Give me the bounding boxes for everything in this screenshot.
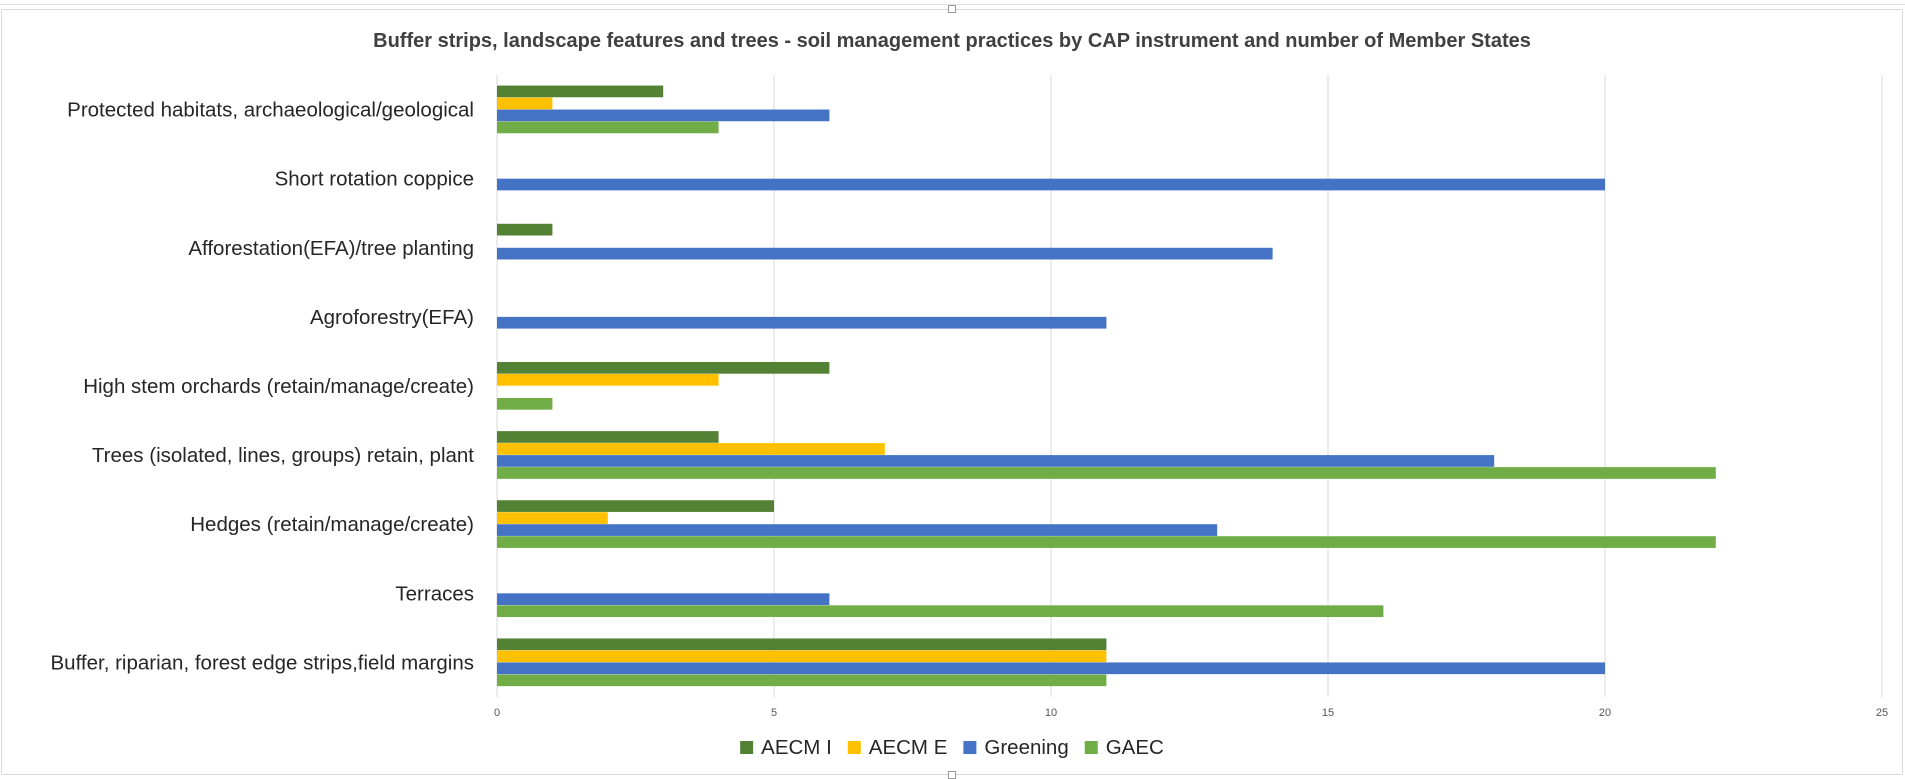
bar-aecm-i (497, 500, 774, 512)
bar-greening (497, 247, 1273, 260)
bar-greening (497, 455, 1495, 467)
category-label: Trees (isolated, lines, groups) retain, … (92, 444, 474, 467)
category-label: Buffer, riparian, forest edge strips,fie… (51, 651, 475, 674)
bar-gaec (497, 605, 1384, 618)
category-label: Short rotation coppice (275, 168, 474, 191)
legend-label: Greening (984, 736, 1068, 759)
resize-handle-top[interactable] (948, 5, 956, 13)
category-label: Hedges (retain/manage/create) (190, 513, 474, 536)
category-label: Afforestation(EFA)/tree planting (188, 237, 474, 260)
bar-greening (497, 593, 830, 606)
bar-gaec (497, 536, 1716, 548)
bar-aecm-i (497, 85, 664, 98)
category-label: Agroforestry(EFA) (310, 306, 474, 329)
x-tick-label: 10 (1045, 707, 1057, 719)
legend-swatch (740, 741, 754, 754)
legend-label: AECM I (761, 736, 832, 759)
bar-greening (497, 316, 1107, 329)
category-label: Protected habitats, archaeological/geolo… (67, 99, 474, 122)
bar-greening (497, 109, 830, 122)
bar-aecm-e (497, 443, 885, 455)
bar-aecm-i (497, 431, 719, 443)
category-label: High stem orchards (retain/manage/create… (83, 375, 474, 398)
bar-aecm-i (497, 223, 553, 236)
window-edge-line (0, 4, 1905, 5)
category-label: Terraces (395, 582, 474, 605)
category-labels: Protected habitats, archaeological/geolo… (51, 99, 475, 675)
bar-greening (497, 524, 1218, 536)
bar-aecm-i (497, 362, 830, 374)
x-axis-tick-labels: 0 5 10 15 20 25 (494, 707, 1888, 719)
bar-aecm-e (497, 512, 608, 524)
x-tick-label: 20 (1599, 707, 1611, 719)
bar-gaec (497, 398, 553, 410)
bar-aecm-e (497, 97, 553, 110)
legend-swatch (963, 741, 977, 754)
x-tick-label: 0 (494, 707, 500, 719)
bar-aecm-e (497, 374, 719, 386)
x-tick-label: 5 (771, 707, 777, 719)
legend: AECM I AECM E Greening GAEC (740, 736, 1164, 759)
x-tick-label: 15 (1322, 707, 1334, 719)
bar-aecm-i (497, 638, 1107, 651)
bar-gaec (497, 467, 1716, 479)
chart-title: Buffer strips, landscape features and tr… (373, 30, 1531, 52)
legend-label: AECM E (869, 736, 948, 759)
bar-gaec (497, 121, 719, 134)
bar-greening (497, 178, 1605, 191)
legend-swatch (1084, 741, 1098, 754)
bar-greening (497, 662, 1605, 675)
bars (497, 85, 1716, 687)
bar-aecm-e (497, 650, 1107, 663)
legend-label: GAEC (1106, 736, 1164, 759)
legend-swatch (847, 741, 861, 754)
x-tick-label: 25 (1876, 707, 1888, 719)
bar-gaec (497, 674, 1107, 687)
